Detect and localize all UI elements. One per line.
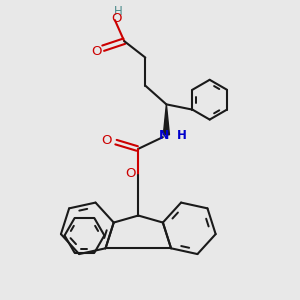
Text: O: O bbox=[101, 134, 112, 147]
Text: O: O bbox=[112, 12, 122, 26]
Text: O: O bbox=[125, 167, 135, 180]
Polygon shape bbox=[163, 104, 170, 135]
Text: O: O bbox=[91, 45, 101, 58]
Text: H: H bbox=[114, 5, 123, 18]
Text: H: H bbox=[177, 130, 187, 142]
Text: N: N bbox=[159, 130, 170, 142]
